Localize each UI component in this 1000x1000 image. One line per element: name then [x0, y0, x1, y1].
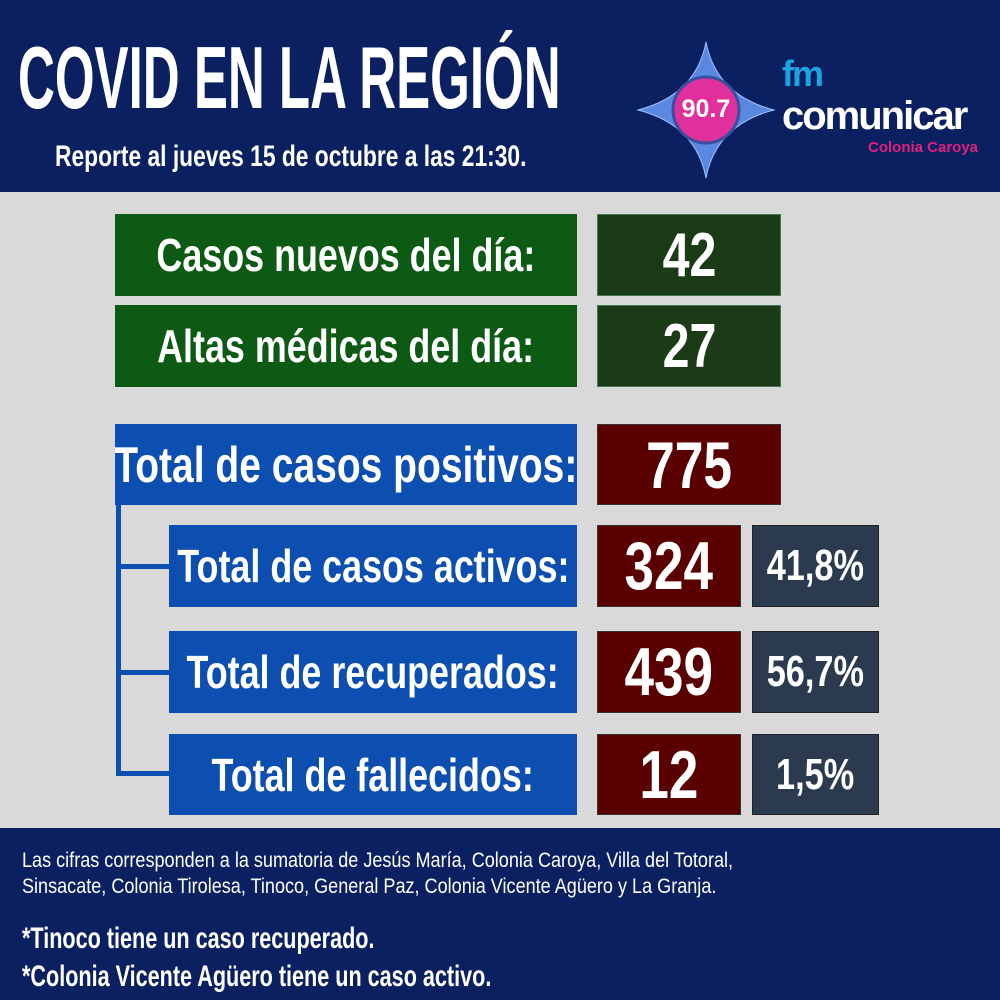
tree-connector [116, 670, 170, 675]
logo-fm: fm [782, 53, 824, 94]
active-label: Total de casos activos: [169, 525, 577, 607]
deceased-value: 12 [597, 734, 741, 815]
deceased-percent: 1,5% [752, 734, 879, 815]
daily-value-new-cases: 42 [597, 214, 781, 296]
recovered-percent: 56,7% [752, 631, 879, 713]
footer-remark: *Colonia Vicente Agüero tiene un caso ac… [22, 960, 492, 993]
logo-brand: comunicar [782, 94, 968, 138]
star-icon [636, 41, 776, 179]
page-title: COVID EN LA REGIÓN [18, 28, 561, 127]
recovered-label: Total de recuperados: [169, 631, 577, 713]
active-percent: 41,8% [752, 525, 879, 607]
tree-connector [116, 505, 121, 776]
header [0, 0, 1000, 192]
total-positive-value: 775 [597, 424, 781, 505]
footer-note-line: Sinsacate, Colonia Tirolesa, Tinoco, Gen… [22, 875, 717, 898]
tree-connector [116, 564, 170, 569]
daily-value-discharges: 27 [597, 305, 781, 387]
frequency-label: 90.7 [681, 95, 731, 123]
daily-label-discharges: Altas médicas del día: [115, 305, 577, 387]
footer-remark: *Tinoco tiene un caso recuperado. [22, 922, 375, 955]
logo-location: Colonia Caroya [868, 139, 979, 156]
report-date: Reporte al jueves 15 de octubre a las 21… [55, 140, 527, 173]
footer-note-line: Las cifras corresponden a la sumatoria d… [22, 849, 734, 872]
active-value: 324 [597, 525, 741, 607]
tree-connector [116, 771, 170, 776]
deceased-label: Total de fallecidos: [169, 734, 577, 815]
total-positive-label: Total de casos positivos: [115, 424, 577, 505]
daily-label-new-cases: Casos nuevos del día: [115, 214, 577, 296]
radio-logo: 90.7 fm comunicar Colonia Caroya [636, 40, 986, 180]
footer [0, 828, 1000, 1000]
recovered-value: 439 [597, 631, 741, 713]
